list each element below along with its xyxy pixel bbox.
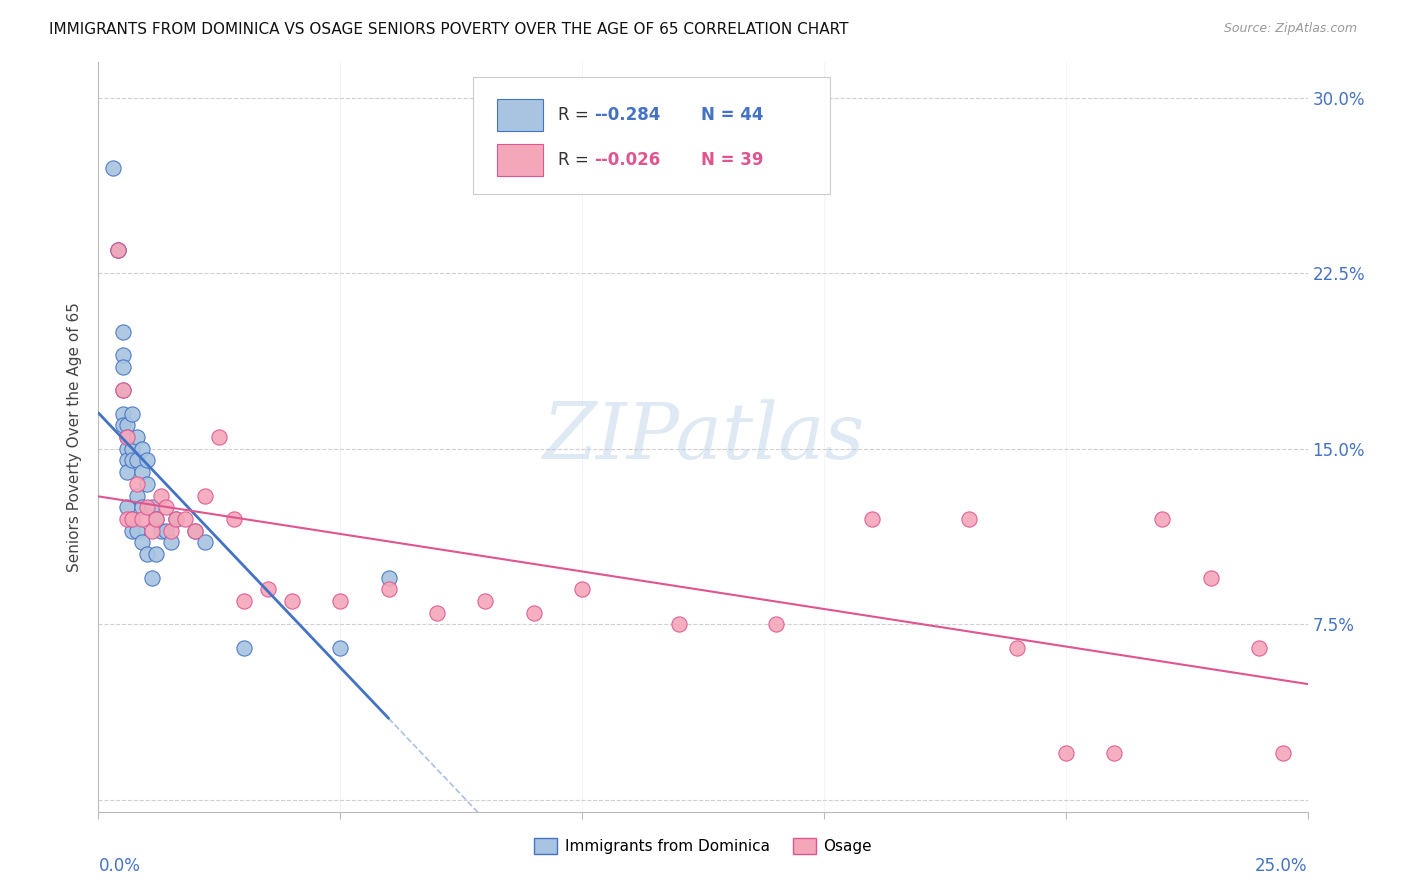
Point bbox=[1007, 640, 1029, 655]
Point bbox=[232, 640, 254, 655]
Point bbox=[184, 524, 207, 538]
Point bbox=[145, 512, 167, 526]
Point bbox=[281, 594, 304, 608]
Point bbox=[860, 512, 883, 526]
Point bbox=[111, 384, 134, 398]
Point bbox=[127, 430, 149, 444]
Point bbox=[155, 524, 177, 538]
Point bbox=[107, 243, 129, 257]
Point bbox=[107, 243, 129, 257]
Point bbox=[1199, 571, 1222, 585]
Point bbox=[121, 524, 143, 538]
Point bbox=[111, 359, 134, 374]
Point bbox=[131, 500, 153, 515]
Point bbox=[571, 582, 593, 597]
Point bbox=[117, 430, 139, 444]
Point bbox=[131, 512, 153, 526]
Point bbox=[141, 500, 163, 515]
Point bbox=[111, 407, 134, 421]
Point bbox=[208, 430, 231, 444]
Text: 0.0%: 0.0% bbox=[98, 856, 141, 875]
Point bbox=[135, 476, 157, 491]
Point bbox=[131, 442, 153, 456]
Point bbox=[111, 384, 134, 398]
Point bbox=[160, 524, 183, 538]
Point bbox=[426, 606, 449, 620]
FancyBboxPatch shape bbox=[474, 78, 830, 194]
Text: IMMIGRANTS FROM DOMINICA VS OSAGE SENIORS POVERTY OVER THE AGE OF 65 CORRELATION: IMMIGRANTS FROM DOMINICA VS OSAGE SENIOR… bbox=[49, 22, 849, 37]
Point bbox=[117, 442, 139, 456]
Point bbox=[194, 535, 217, 549]
Point bbox=[121, 442, 143, 456]
Point bbox=[145, 512, 167, 526]
FancyBboxPatch shape bbox=[498, 145, 543, 176]
Point bbox=[194, 489, 217, 503]
Point bbox=[222, 512, 245, 526]
Text: --0.284: --0.284 bbox=[595, 106, 661, 124]
Point bbox=[145, 547, 167, 561]
Y-axis label: Seniors Poverty Over the Age of 65: Seniors Poverty Over the Age of 65 bbox=[67, 302, 83, 572]
Point bbox=[155, 500, 177, 515]
Point bbox=[111, 418, 134, 433]
Point bbox=[121, 512, 143, 526]
Point bbox=[141, 571, 163, 585]
Point bbox=[117, 418, 139, 433]
Point bbox=[165, 512, 187, 526]
Legend: Immigrants from Dominica, Osage: Immigrants from Dominica, Osage bbox=[529, 832, 877, 860]
Point bbox=[117, 453, 139, 467]
Text: R =: R = bbox=[558, 106, 593, 124]
Point bbox=[184, 524, 207, 538]
Point bbox=[121, 512, 143, 526]
Text: Source: ZipAtlas.com: Source: ZipAtlas.com bbox=[1223, 22, 1357, 36]
Point bbox=[1102, 746, 1125, 760]
Text: N = 44: N = 44 bbox=[700, 106, 763, 124]
Point bbox=[141, 524, 163, 538]
Text: R =: R = bbox=[558, 151, 593, 169]
Point bbox=[117, 512, 139, 526]
Point bbox=[329, 640, 352, 655]
Point bbox=[474, 594, 496, 608]
Point bbox=[127, 489, 149, 503]
Point bbox=[117, 465, 139, 479]
Point bbox=[1152, 512, 1174, 526]
Point bbox=[150, 524, 173, 538]
Point bbox=[107, 243, 129, 257]
Point bbox=[165, 512, 187, 526]
Point bbox=[117, 500, 139, 515]
Point bbox=[765, 617, 787, 632]
Text: N = 39: N = 39 bbox=[700, 151, 763, 169]
Point bbox=[111, 325, 134, 339]
FancyBboxPatch shape bbox=[498, 99, 543, 130]
Point bbox=[256, 582, 278, 597]
Point bbox=[135, 547, 157, 561]
Point bbox=[150, 489, 173, 503]
Point bbox=[121, 407, 143, 421]
Point bbox=[117, 430, 139, 444]
Point bbox=[101, 161, 124, 175]
Point bbox=[523, 606, 546, 620]
Point bbox=[127, 476, 149, 491]
Point bbox=[1272, 746, 1295, 760]
Point bbox=[377, 571, 399, 585]
Point bbox=[1249, 640, 1271, 655]
Point bbox=[329, 594, 352, 608]
Point bbox=[135, 500, 157, 515]
Point bbox=[160, 535, 183, 549]
Point bbox=[127, 453, 149, 467]
Point bbox=[121, 453, 143, 467]
Point bbox=[232, 594, 254, 608]
Point bbox=[111, 348, 134, 362]
Point bbox=[131, 535, 153, 549]
Point bbox=[131, 465, 153, 479]
Point bbox=[377, 582, 399, 597]
Point bbox=[174, 512, 197, 526]
Point bbox=[668, 617, 690, 632]
Point bbox=[135, 453, 157, 467]
Point bbox=[957, 512, 980, 526]
Point bbox=[1054, 746, 1077, 760]
Text: --0.026: --0.026 bbox=[595, 151, 661, 169]
Text: 25.0%: 25.0% bbox=[1256, 856, 1308, 875]
Text: ZIPatlas: ZIPatlas bbox=[541, 399, 865, 475]
Point bbox=[127, 524, 149, 538]
